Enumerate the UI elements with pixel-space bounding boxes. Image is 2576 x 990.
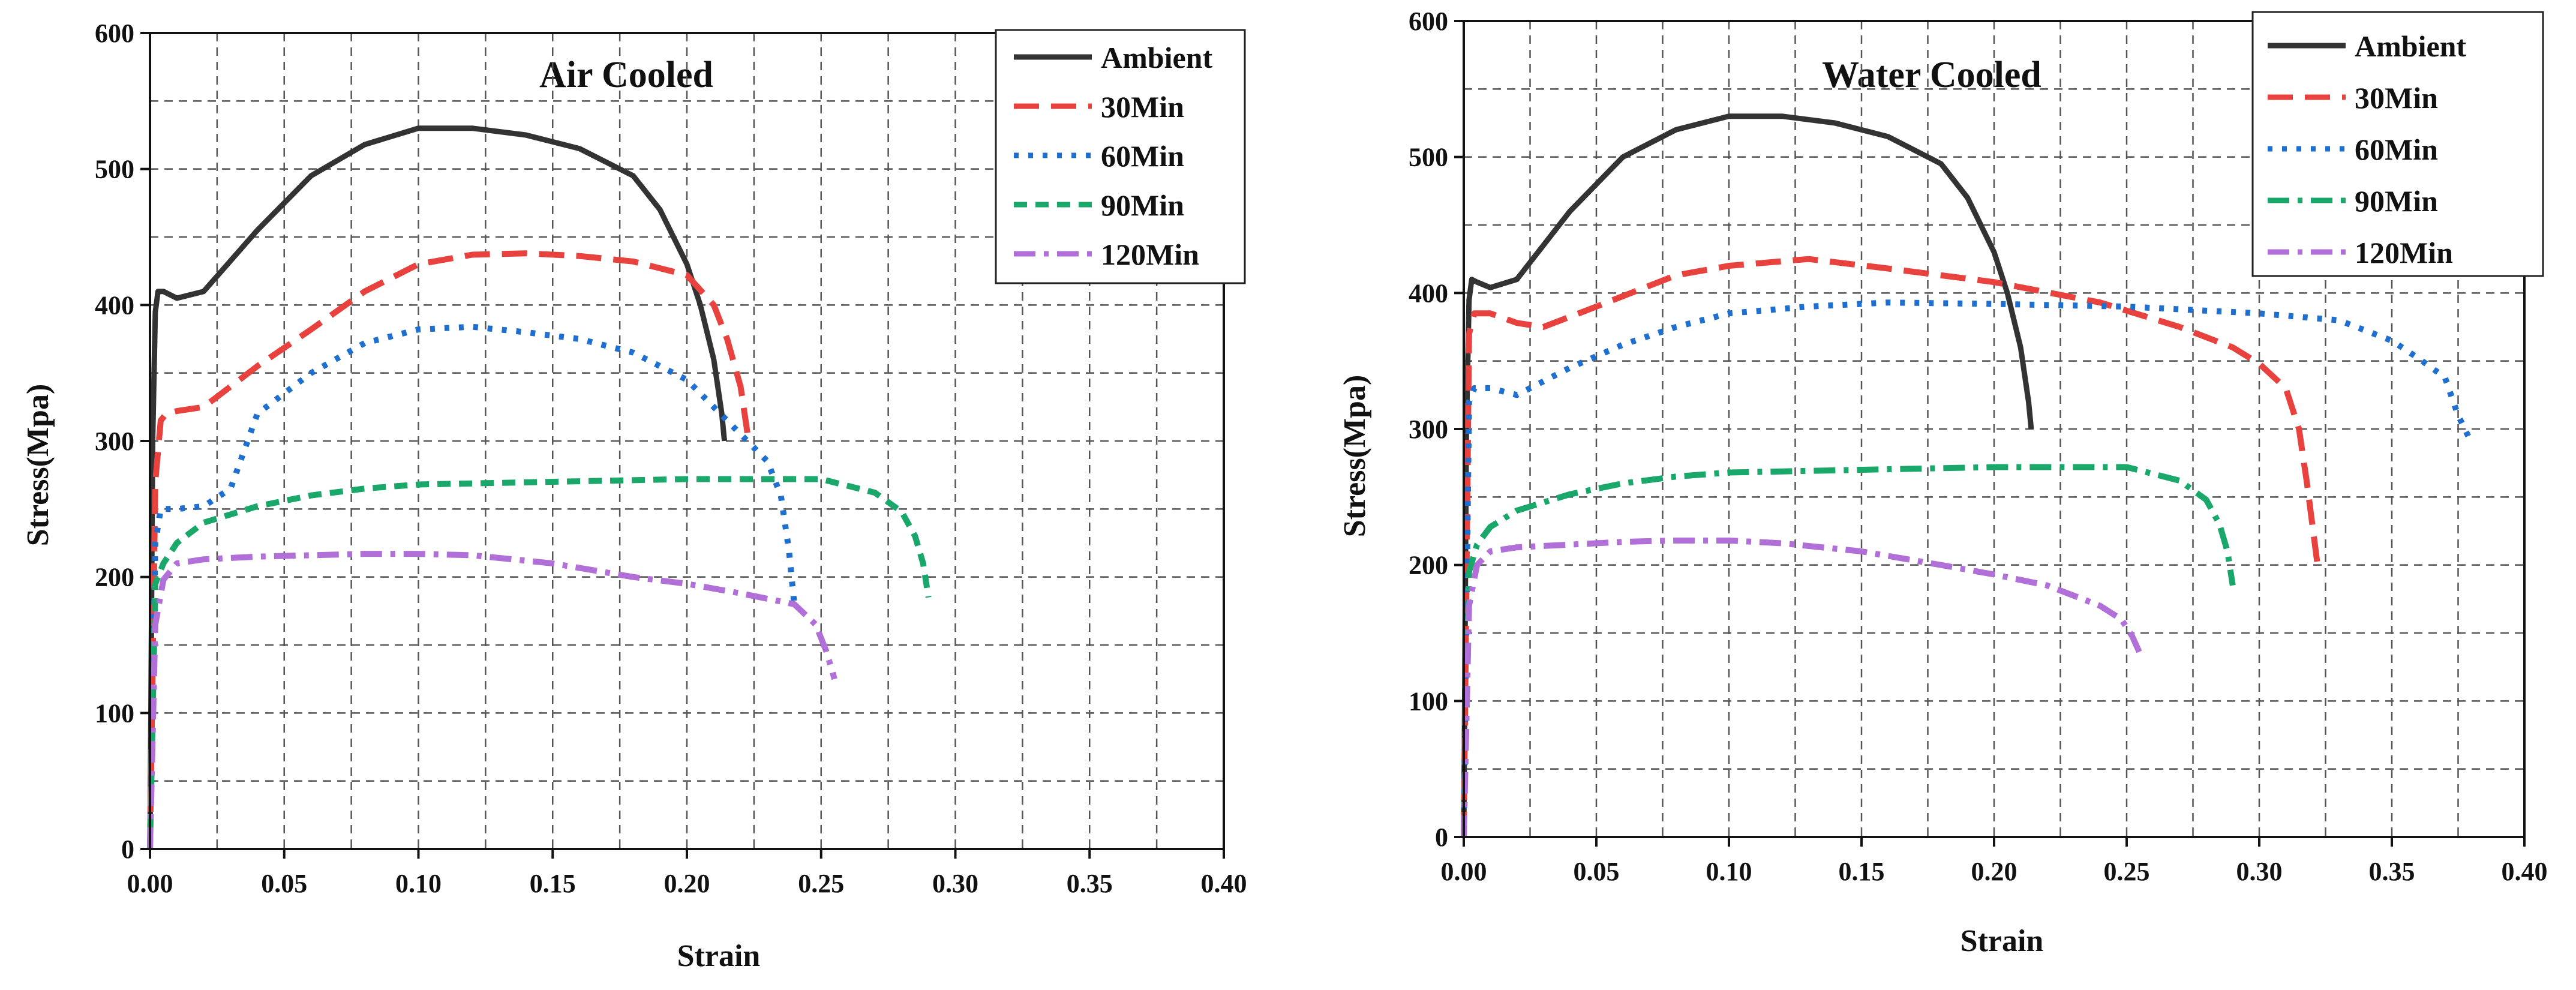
x-tick-label: 0.25 [798,869,844,898]
y-tick-label: 300 [1409,415,1448,444]
x-axis-label: Strain [677,939,761,973]
water-cooled-chart-panel: Water Cooled Strain Stress(Mpa) 0.00 0.05… [1338,7,2548,958]
legend: Ambient 30Min 60Min 90Min 120Min [995,29,1246,284]
legend-box [995,29,1246,284]
x-tick-label: 0.35 [1067,869,1113,898]
x-tick-label: 0.30 [2236,857,2283,886]
series-line-90min [1461,464,2236,838]
air-cooled-chart-panel: Air Cooled Strain Stress(Mpa) 0.00 0.05 0.… [21,19,1247,973]
legend-label: 120Min [1101,238,1199,271]
series-line-120min [147,551,837,850]
y-axis-label: Stress(Mpa) [1338,375,1372,538]
legend-label: 120Min [2355,236,2453,269]
legend-label: 60Min [1101,139,1184,173]
x-tick-label: 0.25 [2104,857,2150,886]
x-tick-label: 0.20 [664,869,710,898]
x-tick-label: 0.05 [261,869,307,898]
y-axis-label: Stress(Mpa) [21,384,55,547]
y-tick-label: 0 [1435,823,1448,852]
series-line-120min [1461,537,2143,838]
legend-label: 30Min [2355,81,2438,115]
chart-title: Air Cooled [539,55,713,95]
legend-label: 60Min [2355,133,2438,166]
series-line-90min [147,476,932,850]
y-tick-label: 600 [1409,7,1448,36]
x-tick-label: 0.00 [1441,857,1487,886]
x-tick-label: 0.40 [2502,857,2548,886]
y-tick-label: 200 [1409,551,1448,580]
x-tick-label: 0.00 [127,869,173,898]
series-line-30min [1461,256,2321,838]
y-tick-label: 200 [95,563,134,592]
legend-label: 90Min [1101,188,1184,222]
plot-area: 0.00 0.05 0.10 0.15 0.20 0.25 0.30 0.35 0.40 0 100… [1409,7,2548,886]
x-tick-label: 0.35 [2369,857,2415,886]
y-tick-label: 400 [1409,278,1448,308]
x-tick-label: 0.15 [1839,857,1885,886]
plot-area: 0.00 0.05 0.10 0.15 0.20 0.25 0.30 0.35 0.40 0 100… [95,19,1247,898]
legend-label: 30Min [1101,90,1184,124]
series-line-ambient [147,125,728,850]
x-axis-label: Strain [1960,924,2044,958]
legend: Ambient 30Min 60Min 90Min 120Min [2251,11,2544,277]
y-tick-label: 600 [95,19,134,48]
x-tick-label: 0.40 [1201,869,1247,898]
y-tick-label: 100 [95,698,134,728]
y-tick-label: 0 [121,835,134,864]
x-tick-label: 0.05 [1574,857,1620,886]
x-tick-label: 0.10 [395,869,442,898]
x-tick-label: 0.30 [932,869,978,898]
series-line-60min [1461,299,2475,838]
y-tick-label: 400 [95,290,134,320]
legend-box [2251,11,2544,277]
x-tick-label: 0.15 [530,869,576,898]
legend-label: 90Min [2355,184,2438,218]
y-tick-label: 500 [1409,143,1448,172]
y-tick-label: 500 [95,155,134,184]
series-line-30min [147,250,752,850]
y-tick-label: 300 [95,427,134,456]
series-line-ambient [1461,113,2034,838]
x-tick-label: 0.10 [1706,857,1752,886]
x-tick-label: 0.20 [1971,857,2017,886]
legend-label: Ambient [1101,41,1212,74]
y-tick-label: 100 [1409,686,1448,716]
legend-label: Ambient [2355,29,2466,63]
